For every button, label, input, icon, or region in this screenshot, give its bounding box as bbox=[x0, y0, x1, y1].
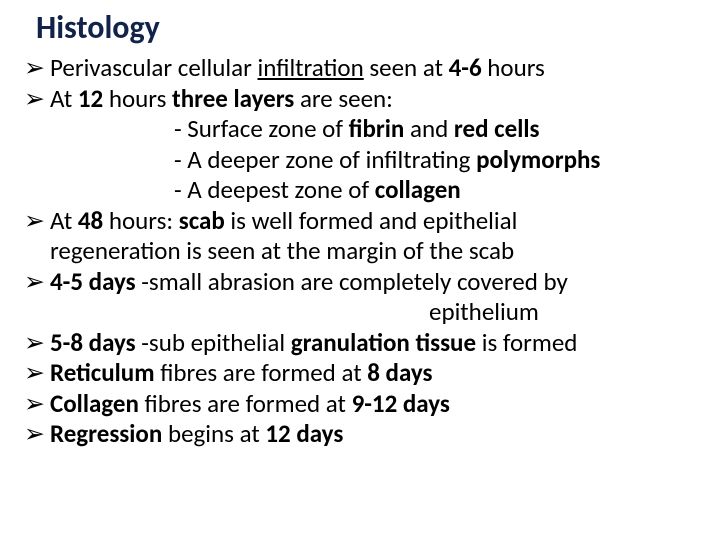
text: 48 bbox=[78, 205, 103, 236]
text: and bbox=[410, 113, 454, 144]
bullet-item-4-cont: epithelium bbox=[24, 297, 700, 328]
bullet-item-2: ➢ At 12 hours three layers are seen: bbox=[24, 84, 700, 115]
text: fibres are formed at bbox=[160, 357, 367, 388]
slide: Histology ➢ Perivascular cellular infilt… bbox=[0, 0, 720, 470]
arrow-icon: ➢ bbox=[24, 389, 45, 420]
bullet-item-8: ➢ Regression begins at 12 days bbox=[24, 419, 700, 450]
arrow-icon: ➢ bbox=[24, 84, 45, 115]
text: is formed bbox=[482, 327, 578, 358]
bullet-item-4: ➢ 4-5 days -small abrasion are completel… bbox=[24, 267, 700, 298]
text: red cells bbox=[454, 113, 540, 144]
text: - A deeper zone of infiltrating bbox=[174, 144, 476, 175]
text: regeneration is seen at the margin of th… bbox=[50, 235, 514, 266]
sub-item-3: - A deepest zone of collagen bbox=[24, 175, 700, 206]
text: At bbox=[50, 205, 78, 236]
bullet-list: ➢ Perivascular cellular infiltration see… bbox=[24, 53, 700, 450]
text: hours: bbox=[103, 205, 179, 236]
text: collagen bbox=[375, 174, 461, 205]
text: -sub epithelial bbox=[141, 327, 290, 358]
text: begins at bbox=[168, 418, 265, 449]
bullet-item-3: ➢ At 48 hours: scab is well formed and e… bbox=[24, 206, 700, 237]
sub-item-2: - A deeper zone of infiltrating polymorp… bbox=[24, 145, 700, 176]
text: Reticulum bbox=[50, 357, 160, 388]
text: fibrin bbox=[349, 113, 410, 144]
text: Regression bbox=[50, 418, 168, 449]
arrow-icon: ➢ bbox=[24, 53, 45, 84]
text: polymorphs bbox=[476, 144, 600, 175]
bullet-item-6: ➢ Reticulum fibres are formed at 8 days bbox=[24, 358, 700, 389]
arrow-icon: ➢ bbox=[24, 358, 45, 389]
text: 8 days bbox=[367, 357, 432, 388]
text: Collagen bbox=[50, 388, 145, 419]
text: hours bbox=[482, 52, 545, 83]
text: 4-6 bbox=[449, 52, 482, 83]
text: fibres are formed at bbox=[145, 388, 352, 419]
bullet-item-7: ➢ Collagen fibres are formed at 9-12 day… bbox=[24, 389, 700, 420]
text: scab bbox=[179, 205, 231, 236]
text: 4-5 days bbox=[50, 266, 141, 297]
text: - A deepest zone of bbox=[174, 174, 375, 205]
text: hours bbox=[103, 83, 172, 114]
text: epithelium bbox=[429, 296, 539, 327]
text: infiltration bbox=[257, 52, 363, 83]
text: At bbox=[50, 83, 78, 114]
slide-title: Histology bbox=[36, 8, 700, 47]
sub-item-1: - Surface zone of fibrin and red cells bbox=[24, 114, 700, 145]
text: 12 days bbox=[265, 418, 343, 449]
text: is well formed and epithelial bbox=[230, 205, 517, 236]
text: 12 bbox=[78, 83, 103, 114]
text: seen at bbox=[364, 52, 449, 83]
text: - Surface zone of bbox=[174, 113, 349, 144]
text: are seen: bbox=[300, 83, 393, 114]
text: granulation tissue bbox=[291, 327, 482, 358]
text: -small abrasion are completely covered b… bbox=[141, 266, 568, 297]
bullet-item-3-cont: regeneration is seen at the margin of th… bbox=[24, 236, 700, 267]
arrow-icon: ➢ bbox=[24, 206, 45, 237]
text: three layers bbox=[172, 83, 300, 114]
bullet-item-5: ➢ 5-8 days -sub epithelial granulation t… bbox=[24, 328, 700, 359]
text: 5-8 days bbox=[50, 327, 141, 358]
arrow-icon: ➢ bbox=[24, 267, 45, 298]
bullet-item-1: ➢ Perivascular cellular infiltration see… bbox=[24, 53, 700, 84]
text: 9-12 days bbox=[352, 388, 450, 419]
arrow-icon: ➢ bbox=[24, 328, 45, 359]
arrow-icon: ➢ bbox=[24, 419, 45, 450]
text: Perivascular cellular bbox=[50, 52, 257, 83]
